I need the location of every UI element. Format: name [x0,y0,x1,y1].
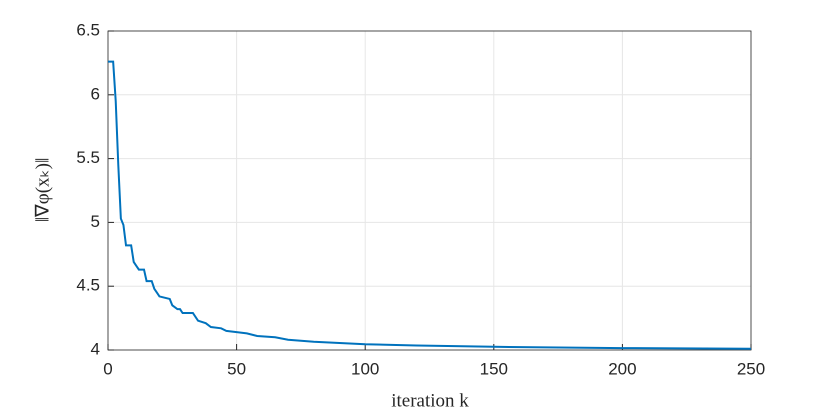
plot-frame [107,30,752,351]
x-tick-label: 0 [103,359,112,378]
y-tick-label: 6 [91,84,100,103]
y-tick-label: 6.5 [76,20,100,39]
x-tick-label: 150 [480,359,508,378]
x-tick-label: 250 [737,359,765,378]
y-tick-label: 4 [91,339,100,358]
x-tick-label: 50 [227,359,246,378]
y-axis-label: ‖∇φ(xₖ)‖ [32,158,53,223]
x-axis-label: iteration k [391,390,469,411]
y-tick-label: 5.5 [76,148,100,167]
y-tick-label: 5 [91,212,100,231]
x-tick-label: 100 [351,359,379,378]
y-tick-label: 4.5 [76,276,100,295]
data-line [108,60,752,350]
x-tick-label: 200 [608,359,636,378]
